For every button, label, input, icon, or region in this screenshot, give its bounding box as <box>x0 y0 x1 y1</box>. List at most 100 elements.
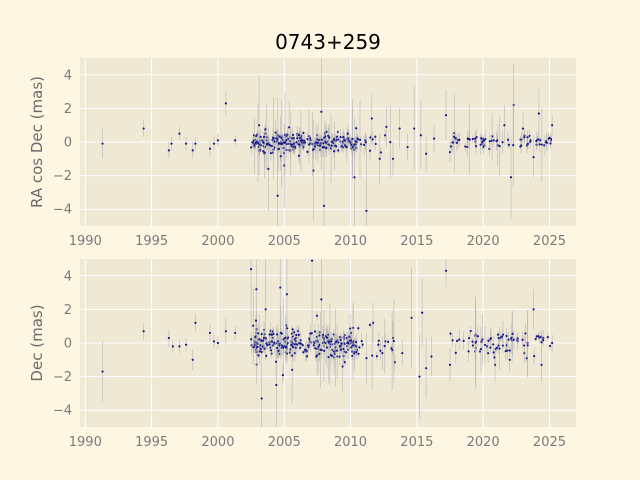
data-point <box>291 133 295 137</box>
chart-title: 0743+259 <box>275 30 381 54</box>
data-point <box>268 143 271 146</box>
data-point <box>323 349 326 352</box>
data-point <box>355 350 358 354</box>
data-point <box>512 143 515 147</box>
data-point <box>350 346 353 349</box>
data-point <box>276 194 279 197</box>
x-tick-label: 2015 <box>400 435 433 450</box>
data-point <box>313 330 317 333</box>
data-point <box>336 349 339 352</box>
data-point <box>268 343 271 346</box>
data-point <box>308 143 311 146</box>
x-tick-label: 2015 <box>400 234 433 249</box>
bottom-marks <box>101 259 554 427</box>
y-tick-label: −2 <box>53 169 72 184</box>
data-point <box>419 134 422 137</box>
data-point <box>365 209 368 212</box>
data-point <box>509 176 513 179</box>
data-point <box>216 139 220 142</box>
top-ticks: 1990 1995 2000 2005 2010 2015 2020 2025 −4 −2 0 2 4 <box>53 68 566 249</box>
data-point <box>353 352 356 355</box>
data-point <box>479 347 482 351</box>
data-point <box>542 338 545 342</box>
data-point <box>386 340 390 343</box>
data-point <box>545 141 548 144</box>
data-point <box>536 138 540 141</box>
data-point <box>301 344 304 347</box>
x-tick-label: 2025 <box>533 435 566 450</box>
data-point <box>406 145 409 149</box>
data-point <box>296 343 299 346</box>
x-tick-label: 2025 <box>533 234 566 249</box>
data-point <box>454 137 457 140</box>
data-point <box>322 204 326 207</box>
data-point <box>501 344 504 347</box>
data-point <box>216 341 220 345</box>
data-point <box>526 143 529 146</box>
data-point <box>331 354 334 357</box>
data-point <box>498 144 501 148</box>
data-point <box>299 342 303 345</box>
data-point <box>306 138 309 141</box>
data-point <box>385 125 388 128</box>
data-point <box>493 356 496 359</box>
data-point <box>508 358 511 361</box>
data-point <box>319 348 322 351</box>
data-point <box>546 335 549 339</box>
data-point <box>425 152 428 155</box>
data-point <box>410 316 413 319</box>
data-point <box>257 124 261 127</box>
data-point <box>338 344 342 348</box>
bottom-panel: 1990 1995 2000 2005 2010 2015 2020 2025−4−2024 … <box>28 259 576 450</box>
data-point <box>370 117 373 120</box>
data-point <box>254 141 257 145</box>
data-point <box>101 142 104 145</box>
data-point <box>521 338 524 341</box>
data-point <box>467 350 470 353</box>
data-point <box>279 155 282 158</box>
data-point <box>379 151 383 154</box>
data-point <box>547 137 550 140</box>
data-point <box>266 344 269 347</box>
data-point <box>492 343 495 346</box>
bottom-ticks: 1990 1995 2000 2005 2010 2015 2020 2025 −4 −2 0 2 4 <box>53 269 566 450</box>
data-point <box>351 137 354 141</box>
data-point <box>255 345 259 349</box>
data-point <box>320 110 323 113</box>
data-point <box>256 141 260 145</box>
data-point <box>481 338 484 341</box>
data-point <box>500 335 504 338</box>
data-point <box>194 321 197 324</box>
data-point <box>506 349 509 352</box>
data-point <box>291 354 294 357</box>
data-point <box>286 133 289 136</box>
data-point <box>290 332 294 335</box>
data-point <box>308 337 311 340</box>
data-point <box>254 319 258 322</box>
data-point <box>288 126 291 129</box>
data-point <box>272 137 275 140</box>
data-point <box>309 137 312 140</box>
data-point <box>259 135 262 138</box>
data-point <box>331 140 334 143</box>
y-tick-label: 2 <box>64 303 72 318</box>
data-point <box>337 149 340 152</box>
x-tick-label: 2000 <box>201 435 234 450</box>
data-point <box>257 354 260 357</box>
data-point <box>532 355 536 358</box>
data-point <box>271 330 275 333</box>
data-point <box>327 355 330 359</box>
x-tick-label: 2005 <box>268 234 301 249</box>
data-point <box>274 360 278 363</box>
data-point <box>368 323 372 326</box>
data-point <box>334 144 337 147</box>
data-point <box>360 339 363 343</box>
data-point <box>540 341 543 344</box>
data-point <box>276 138 279 141</box>
data-point <box>285 345 288 348</box>
data-point <box>345 145 348 148</box>
data-point <box>339 338 342 341</box>
data-point <box>374 142 377 146</box>
data-point <box>449 332 452 335</box>
data-point <box>224 102 227 105</box>
